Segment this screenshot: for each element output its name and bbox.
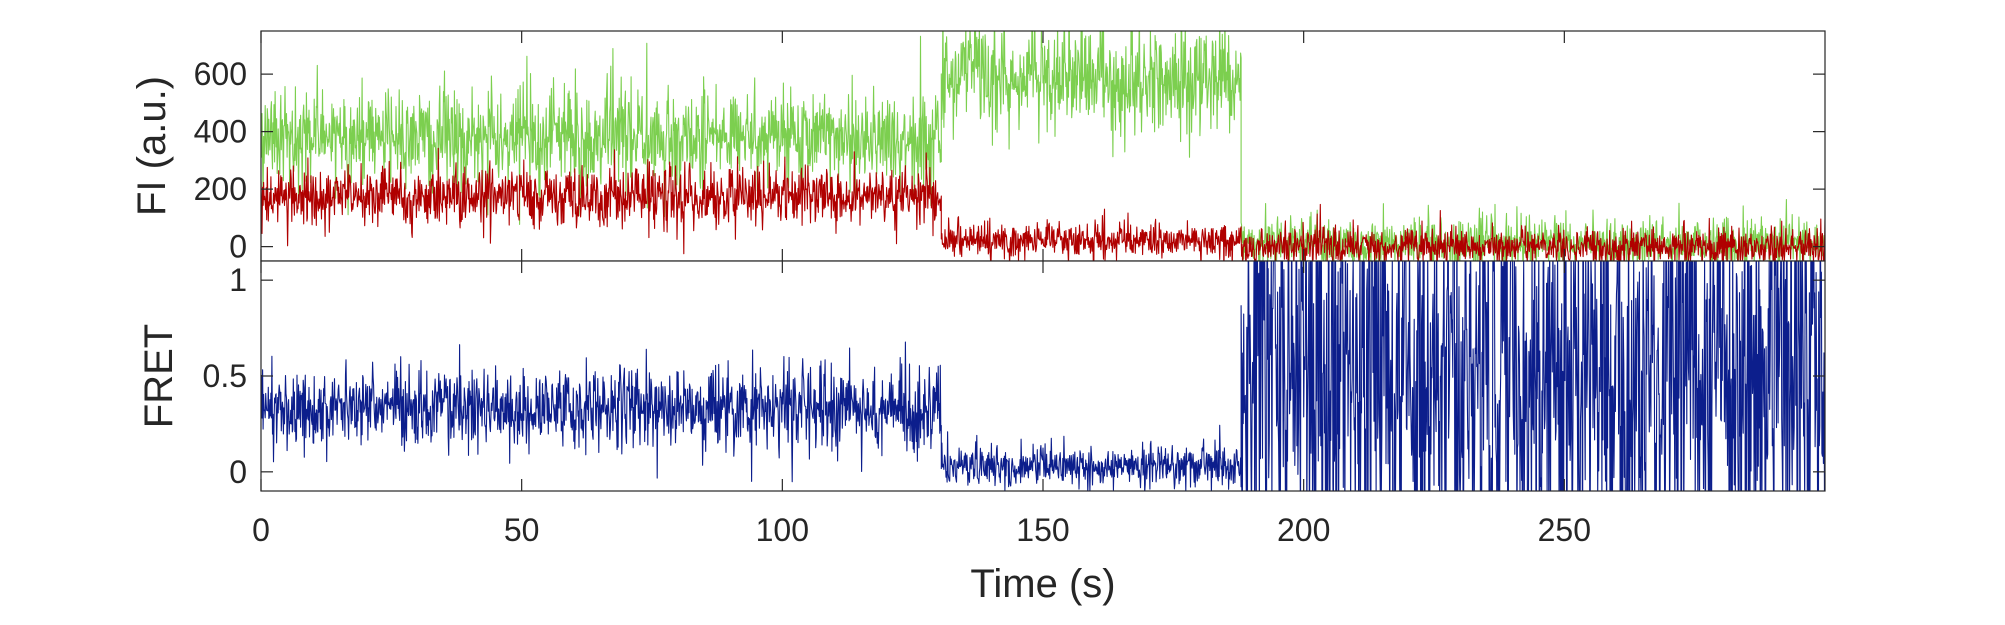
time-x-axis-label: Time (s) (970, 562, 1115, 606)
y-tick-label: 200 (194, 171, 247, 207)
y-tick-label: 0 (229, 229, 247, 265)
fret-traces (261, 261, 1825, 491)
y-tick-label: 0 (229, 454, 247, 490)
fret-series-0 (261, 261, 1825, 491)
intensity-traces (261, 31, 1825, 261)
intensity-panel: 0 200 400 600 FI (a.u.) (130, 30, 1826, 265)
fret-panel: 00.51 0 50 100 150 200 250 FRET Time (s) (137, 31, 1826, 606)
intensity-series-1 (261, 147, 1825, 261)
x-tick-label: 0 (252, 512, 270, 548)
y-tick-label: 0.5 (203, 358, 247, 394)
fret-y-ticks: 00.51 (203, 262, 1825, 490)
time-x-ticks: 0 50 100 150 200 250 (252, 31, 1591, 548)
x-tick-label: 50 (504, 512, 540, 548)
y-tick-label: 1 (229, 262, 247, 298)
intensity-y-axis-label: FI (a.u.) (130, 76, 174, 216)
x-tick-label: 150 (1016, 512, 1069, 548)
x-tick-label: 100 (756, 512, 809, 548)
fret-y-axis-label: FRET (137, 324, 181, 428)
intensity-y-ticks: 0 200 400 600 (194, 56, 1825, 265)
x-tick-label: 250 (1538, 512, 1591, 548)
y-tick-label: 400 (194, 114, 247, 150)
y-tick-label: 600 (194, 56, 247, 92)
x-tick-label: 200 (1277, 512, 1330, 548)
